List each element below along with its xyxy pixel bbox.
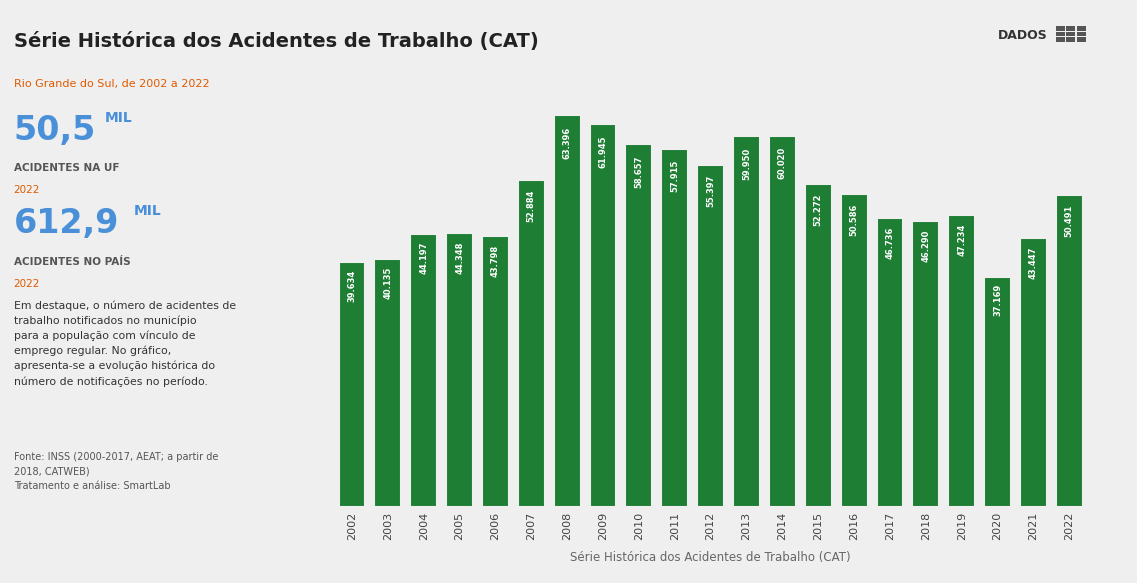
Text: 55.397: 55.397 bbox=[706, 175, 715, 207]
Bar bbox=[1077, 37, 1086, 42]
Bar bbox=[1055, 26, 1064, 31]
Text: 612,9: 612,9 bbox=[14, 207, 119, 240]
Bar bbox=[877, 218, 904, 507]
Text: 59.950: 59.950 bbox=[742, 147, 752, 180]
Bar bbox=[840, 194, 868, 507]
Bar bbox=[769, 136, 796, 507]
Text: 39.634: 39.634 bbox=[348, 269, 357, 301]
Bar bbox=[1067, 31, 1076, 36]
Text: 44.197: 44.197 bbox=[420, 242, 429, 275]
Text: 63.396: 63.396 bbox=[563, 127, 572, 159]
Bar bbox=[1056, 195, 1082, 507]
Bar bbox=[1077, 31, 1086, 36]
Text: 61.945: 61.945 bbox=[598, 136, 607, 168]
Bar bbox=[590, 124, 616, 507]
Bar bbox=[554, 115, 581, 507]
Bar bbox=[1067, 37, 1076, 42]
Text: Fonte: INSS (2000-2017, AEAT; a partir de
2018, CATWEB)
Tratamento e análise: Sm: Fonte: INSS (2000-2017, AEAT; a partir d… bbox=[14, 452, 218, 491]
Text: 44.348: 44.348 bbox=[455, 241, 464, 273]
Text: 50.586: 50.586 bbox=[849, 203, 858, 236]
Bar bbox=[948, 215, 976, 507]
Text: MIL: MIL bbox=[105, 111, 132, 125]
Text: 52.884: 52.884 bbox=[526, 190, 536, 222]
Bar bbox=[912, 221, 939, 507]
Bar bbox=[374, 259, 401, 507]
Text: 60.020: 60.020 bbox=[778, 147, 787, 180]
Text: ACIDENTES NO PAÍS: ACIDENTES NO PAÍS bbox=[14, 257, 131, 266]
Text: 37.169: 37.169 bbox=[993, 285, 1002, 317]
Bar bbox=[1020, 238, 1047, 507]
Text: DADOS: DADOS bbox=[998, 29, 1048, 42]
Text: 50,5: 50,5 bbox=[14, 114, 96, 147]
Bar bbox=[1055, 31, 1064, 36]
Text: 50.491: 50.491 bbox=[1064, 204, 1073, 237]
Bar bbox=[1067, 26, 1076, 31]
Bar bbox=[805, 184, 831, 507]
Bar bbox=[1055, 37, 1064, 42]
Bar bbox=[446, 233, 473, 507]
Text: 52.272: 52.272 bbox=[814, 194, 823, 226]
Text: 40.135: 40.135 bbox=[383, 266, 392, 299]
Bar bbox=[662, 149, 688, 507]
Text: 46.736: 46.736 bbox=[886, 227, 895, 259]
Text: MIL: MIL bbox=[134, 204, 161, 218]
Bar bbox=[482, 236, 509, 507]
Text: 2022: 2022 bbox=[14, 279, 40, 289]
Bar bbox=[339, 262, 365, 507]
Text: 58.657: 58.657 bbox=[634, 155, 644, 188]
Text: ACIDENTES NA UF: ACIDENTES NA UF bbox=[14, 163, 119, 173]
Bar bbox=[410, 234, 437, 507]
Bar bbox=[517, 180, 545, 507]
Text: 46.290: 46.290 bbox=[921, 230, 930, 262]
Bar bbox=[1077, 26, 1086, 31]
Text: Série Histórica dos Acidentes de Trabalho (CAT): Série Histórica dos Acidentes de Trabalh… bbox=[14, 32, 539, 51]
Text: 2022: 2022 bbox=[14, 185, 40, 195]
Bar bbox=[697, 164, 724, 507]
Bar bbox=[625, 145, 653, 507]
Text: Em destaque, o número de acidentes de
trabalho notificados no município
para a p: Em destaque, o número de acidentes de tr… bbox=[14, 300, 235, 387]
Bar bbox=[733, 136, 760, 507]
Text: 43.447: 43.447 bbox=[1029, 247, 1038, 279]
Text: 43.798: 43.798 bbox=[491, 244, 500, 276]
Text: 57.915: 57.915 bbox=[670, 160, 679, 192]
Text: Rio Grande do Sul, de 2002 a 2022: Rio Grande do Sul, de 2002 a 2022 bbox=[14, 79, 209, 89]
Bar bbox=[985, 278, 1011, 507]
Text: 47.234: 47.234 bbox=[957, 224, 966, 256]
X-axis label: Série Histórica dos Acidentes de Trabalho (CAT): Série Histórica dos Acidentes de Trabalh… bbox=[571, 551, 850, 564]
